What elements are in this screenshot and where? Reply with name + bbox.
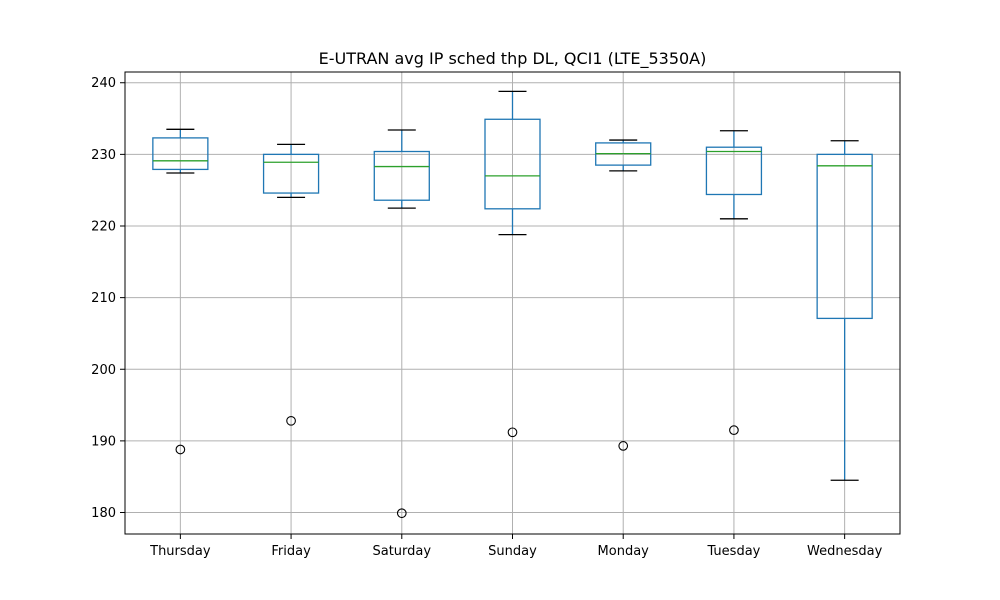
box-iqr (152, 137, 209, 171)
box-iqr (262, 153, 320, 194)
y-tick-label: 180 (91, 506, 116, 521)
y-tick-label: 220 (91, 220, 116, 235)
outlier-point (618, 441, 629, 451)
y-tick-label: 190 (91, 434, 116, 449)
x-tick-label: Friday (271, 544, 311, 559)
box-group-tuesday (705, 130, 763, 435)
y-tick-label: 200 (91, 363, 116, 378)
y-tick-label: 240 (91, 76, 116, 91)
box-group-sunday (484, 90, 541, 438)
x-tick-label: Thursday (149, 544, 211, 559)
outlier-point (396, 508, 407, 519)
outlier-point (507, 427, 518, 438)
x-tick-label: Monday (598, 544, 650, 559)
y-tick-label: 230 (91, 148, 116, 163)
box-iqr (373, 150, 430, 201)
x-tick-label: Saturday (372, 544, 431, 559)
x-tick-label: Sunday (488, 544, 537, 559)
box-group-thursday (152, 128, 209, 455)
outlier-point (175, 444, 186, 455)
grid-layer (125, 72, 900, 534)
boxes-layer (152, 90, 873, 519)
box-iqr (484, 118, 541, 210)
chart-title: E-UTRAN avg IP sched thp DL, QCI1 (LTE_5… (319, 49, 707, 69)
x-tick-label: Tuesday (706, 544, 760, 559)
box-group-friday (262, 143, 320, 426)
y-tick-label: 210 (91, 291, 116, 306)
box-iqr (705, 146, 763, 196)
outlier-point (286, 415, 296, 426)
box-group-saturday (373, 129, 430, 519)
box-group-monday (595, 139, 652, 451)
box-iqr (816, 153, 873, 320)
outlier-point (729, 425, 739, 435)
box-group-wednesday (816, 140, 873, 481)
x-tick-label: Wednesday (807, 544, 883, 559)
ticks-layer: 180 190 200 210 220 230 240 Thursday Friday Satur… (91, 76, 882, 559)
